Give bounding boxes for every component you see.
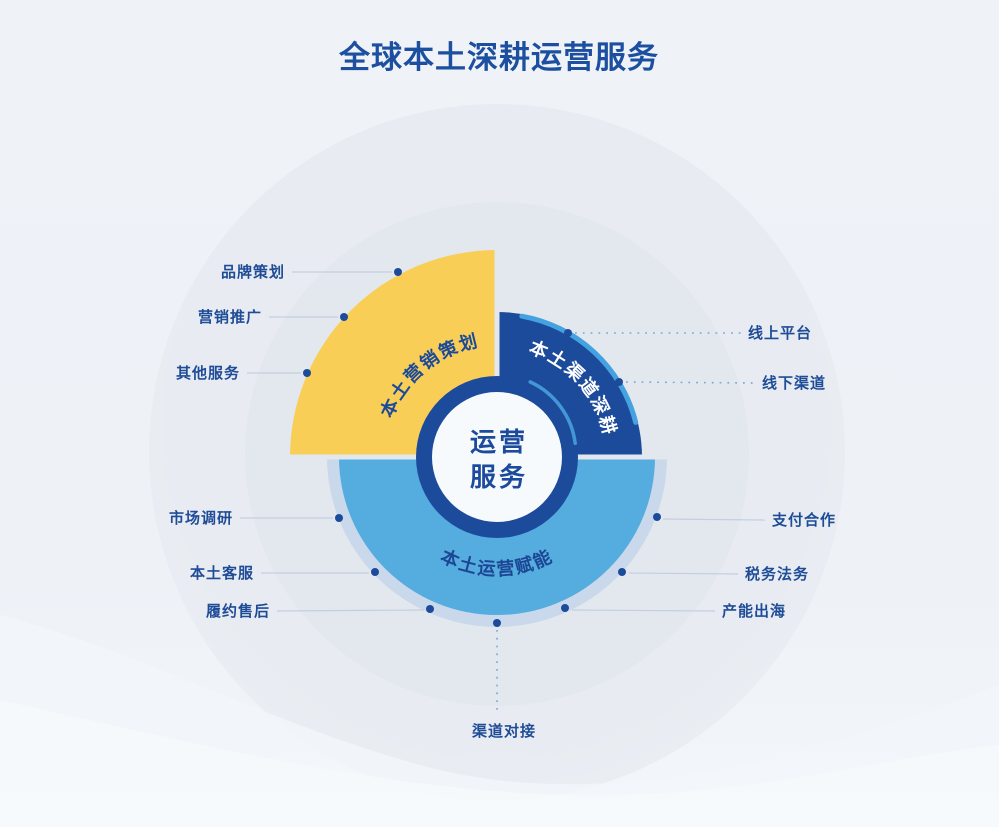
center-disc [432,392,562,522]
center-label-line1: 运营 [470,427,528,457]
connector-line [628,572,739,575]
node-dot [371,568,379,576]
label-capacity-overseas: 产能出海 [722,602,786,620]
label-channel-docking: 渠道对接 [472,722,536,740]
label-tax-legal: 税务法务 [745,565,809,583]
node-dot [493,619,501,627]
label-local-customer-service: 本土客服 [190,564,254,582]
label-market-research: 市场调研 [169,509,233,527]
connector-line [276,609,425,612]
label-brand-planning: 品牌策划 [221,263,285,281]
label-offline-channel: 线下渠道 [762,374,826,392]
label-marketing-promotion: 营销推广 [198,308,262,326]
node-dot [335,514,343,522]
label-other-services: 其他服务 [176,364,240,382]
node-dot [303,369,311,377]
right-labels: 线上平台 线下渠道 支付合作 税务法务 产能出海 [722,324,836,620]
center-ring-highlight-arc [528,380,577,446]
node-dot [564,329,572,337]
connector-lines [240,271,766,612]
page-title: 全球本土深耕运营服务 [338,40,659,75]
label-payment-cooperation: 支付合作 [771,511,836,529]
node-dot [561,604,569,612]
left-labels: 品牌策划 营销推广 其他服务 市场调研 本土客服 履约售后 [169,263,285,620]
node-dot [426,605,434,613]
node-dot [618,568,626,576]
dark-sector-highlight-arc [519,313,639,425]
connector-line [662,518,766,521]
node-dot [615,378,623,386]
node-dot [653,513,661,521]
label-fulfillment-aftersales: 履约售后 [205,602,270,620]
node-dots [303,268,661,627]
center-label-line2: 服务 [470,462,528,492]
connector-line [571,609,716,612]
node-dot [394,268,402,276]
node-dot [340,313,348,321]
wave-shape [0,700,999,827]
label-online-platform: 线上平台 [748,324,812,342]
